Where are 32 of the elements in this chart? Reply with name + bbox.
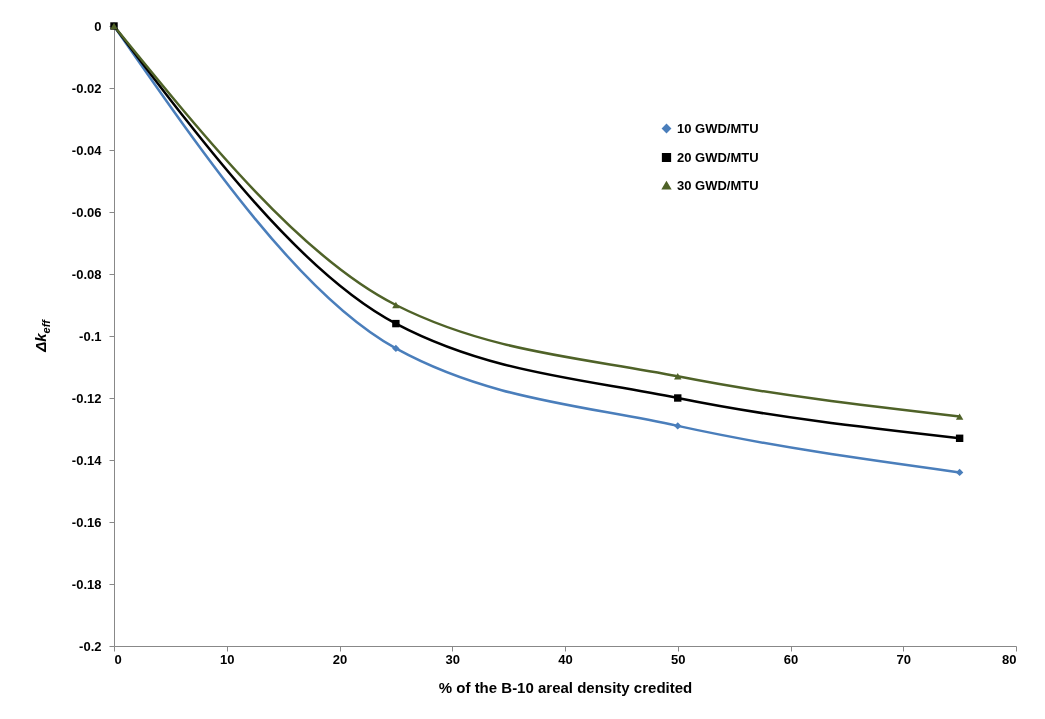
point [674,422,682,430]
x-tick-label: 40 [558,651,573,667]
x-tick-label: 60 [783,651,799,667]
point [392,301,400,309]
x-tick-label: 80 [1002,651,1017,667]
legend-label: 30 GWD/MTU [677,177,759,193]
point [392,319,400,328]
y-tick-label: -0.1 [79,328,102,344]
point [955,413,964,420]
point [392,344,400,353]
x-tick-label: 0 [114,651,122,667]
y-tick-label: -0.06 [71,204,102,220]
y-tick-label: -0.12 [71,390,102,406]
x-tick-label: 20 [332,651,348,667]
y-tick-label: 0 [94,18,102,34]
x-tick-label: 50 [671,651,686,667]
y-tick-label: -0.08 [71,266,102,282]
legend-label: 20 GWD/MTU [677,149,759,165]
point [674,394,682,402]
y-tick-label: -0.2 [79,638,102,654]
y-tick-label: -0.18 [71,576,102,592]
y-tick-label: -0.14 [71,452,103,468]
x-tick-label: 10 [220,651,235,667]
point [955,468,964,477]
x-axis-title: % of the B-10 areal density credited [438,678,693,696]
point [674,373,682,380]
y-tick-label: -0.02 [71,80,102,96]
x-tick-label: 70 [896,651,911,667]
x-tick-label: 30 [445,651,460,667]
legend-label: 10 GWD/MTU [677,120,759,136]
y-tick-label: -0.04 [71,142,103,158]
y-tick-label: -0.16 [71,514,102,530]
